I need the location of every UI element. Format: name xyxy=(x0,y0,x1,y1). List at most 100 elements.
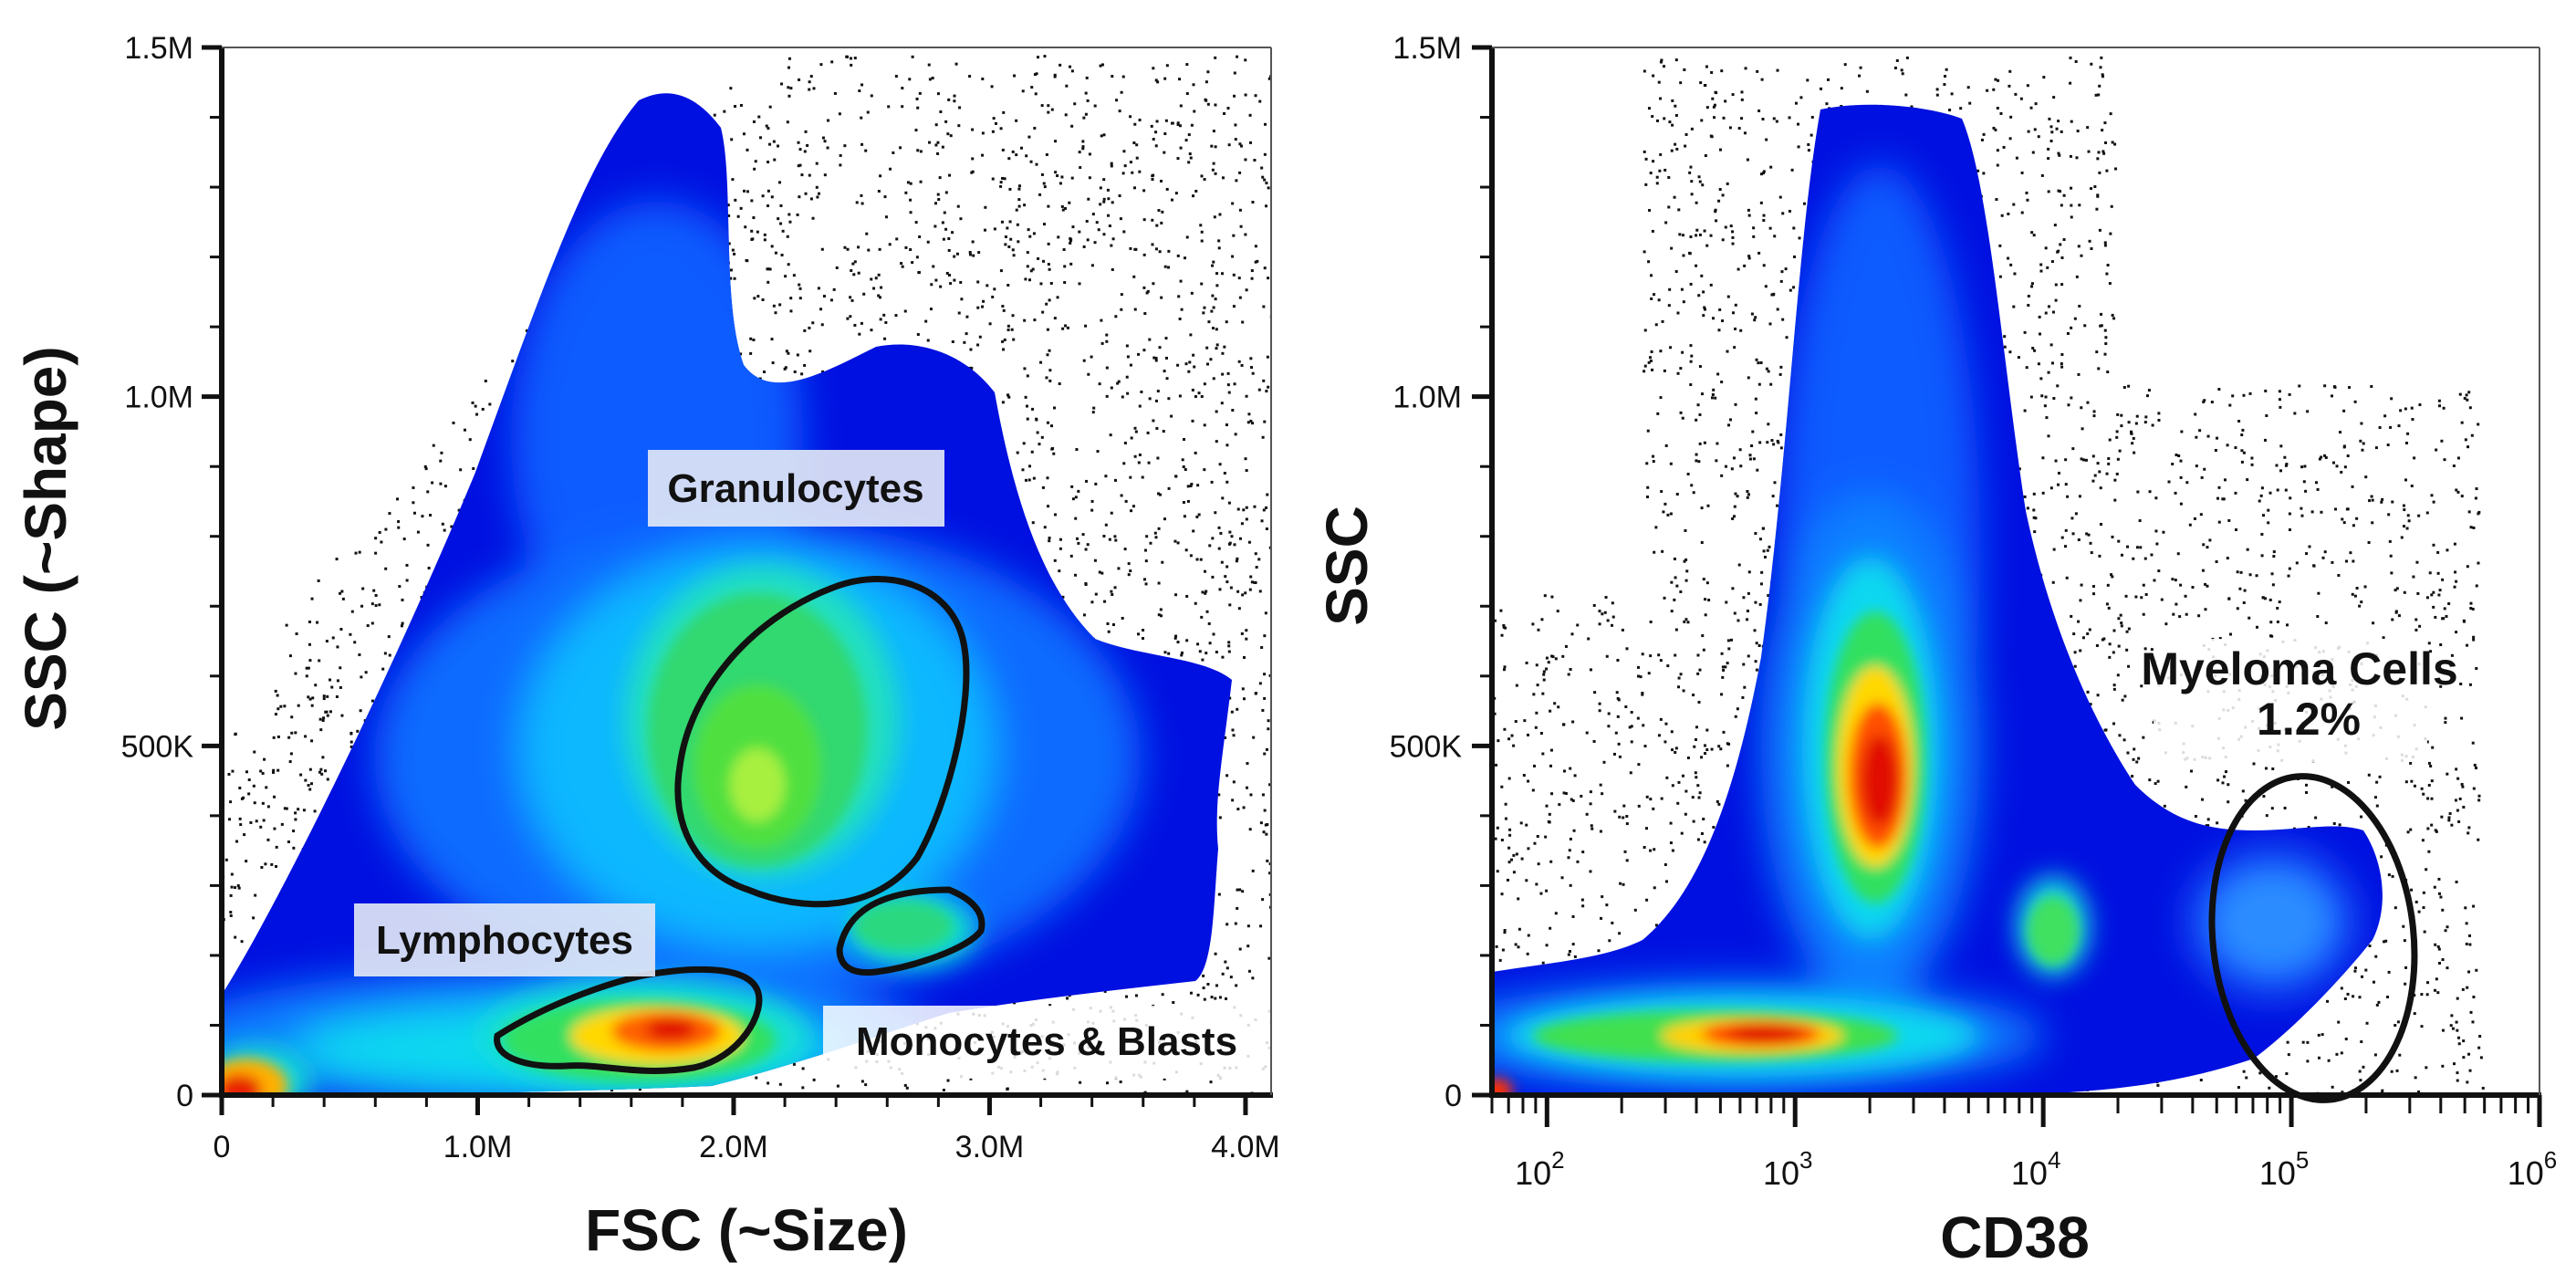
event-dot xyxy=(786,235,789,238)
event-dot xyxy=(2453,585,2456,589)
event-dot xyxy=(400,624,403,628)
event-dot xyxy=(234,733,237,736)
event-dot xyxy=(1048,1004,1052,1007)
event-dot xyxy=(1178,394,1182,398)
event-dot xyxy=(319,728,323,732)
event-dot xyxy=(1209,1080,1213,1084)
right-plot: Myeloma Cells 1.2% 102 103 104 105 1060500K1… xyxy=(1314,31,2557,1270)
event-dot xyxy=(2361,975,2364,978)
event-dot xyxy=(727,242,731,245)
event-dot xyxy=(1102,233,1106,236)
event-dot xyxy=(1232,273,1236,277)
event-dot xyxy=(753,167,756,171)
event-dot xyxy=(302,809,306,812)
event-dot xyxy=(2070,396,2073,400)
event-dot xyxy=(1106,1081,1110,1085)
event-dot xyxy=(928,141,932,144)
event-dot xyxy=(832,287,836,291)
event-dot xyxy=(2477,838,2480,841)
event-dot xyxy=(798,297,802,300)
event-dot xyxy=(2346,454,2350,458)
event-dot xyxy=(800,372,804,376)
event-dot xyxy=(1021,89,1025,93)
event-dot xyxy=(2380,855,2383,859)
event-dot xyxy=(926,339,930,342)
event-dot xyxy=(1176,641,1180,644)
event-dot xyxy=(949,134,953,138)
event-dot xyxy=(1630,725,1633,728)
event-dot xyxy=(1053,73,1057,77)
event-dot xyxy=(1558,803,1561,807)
event-dot xyxy=(229,800,233,804)
event-dot xyxy=(1215,284,1219,287)
event-dot xyxy=(1268,905,1271,909)
event-dot xyxy=(2007,212,2010,215)
event-dot xyxy=(915,97,919,100)
event-dot xyxy=(1017,240,1020,244)
event-dot xyxy=(1006,328,1010,331)
event-dot xyxy=(969,1077,973,1080)
event-dot xyxy=(771,361,775,365)
event-dot xyxy=(1779,279,1783,283)
event-dot xyxy=(787,94,791,98)
event-dot xyxy=(1517,927,1521,931)
event-dot xyxy=(1178,78,1182,81)
event-dot xyxy=(1654,526,1658,529)
event-dot xyxy=(383,652,387,655)
event-dot xyxy=(1236,507,1240,511)
event-dot xyxy=(1535,663,1538,667)
event-dot xyxy=(318,659,321,663)
event-dot xyxy=(787,351,790,355)
event-dot xyxy=(1154,247,1158,251)
event-dot xyxy=(1079,166,1082,170)
event-dot xyxy=(858,89,861,93)
event-dot xyxy=(808,350,812,353)
event-dot xyxy=(1078,282,1081,286)
event-dot xyxy=(1022,442,1026,445)
event-dot xyxy=(843,144,847,148)
event-dot xyxy=(308,642,311,646)
event-dot xyxy=(452,421,455,424)
event-dot xyxy=(904,191,908,194)
event-dot xyxy=(1229,976,1233,979)
event-dot xyxy=(1545,667,1549,671)
event-dot xyxy=(1140,390,1143,393)
event-dot xyxy=(901,87,904,90)
event-dot xyxy=(1724,225,1727,229)
event-dot xyxy=(1205,652,1208,655)
event-dot xyxy=(883,195,887,199)
event-dot xyxy=(2075,275,2079,278)
event-dot xyxy=(1027,228,1030,232)
event-dot xyxy=(981,78,985,81)
event-dot xyxy=(326,694,329,698)
event-dot xyxy=(1241,593,1245,597)
event-dot xyxy=(934,143,938,147)
event-dot xyxy=(1192,353,1195,357)
event-dot xyxy=(1035,72,1038,76)
event-dot xyxy=(822,295,826,298)
event-dot xyxy=(350,610,354,613)
event-dot xyxy=(1069,241,1072,245)
event-dot xyxy=(1098,570,1101,574)
event-dot xyxy=(1053,317,1057,320)
event-dot xyxy=(971,240,975,244)
event-dot xyxy=(1203,468,1206,472)
event-dot xyxy=(2287,1053,2290,1057)
event-dot xyxy=(1106,621,1110,625)
event-dot xyxy=(1234,138,1237,141)
event-dot xyxy=(1158,346,1162,350)
event-dot xyxy=(1038,193,1042,196)
event-dot xyxy=(1215,984,1219,987)
event-dot xyxy=(1111,593,1114,597)
event-dot xyxy=(266,805,270,809)
event-dot xyxy=(1059,538,1062,541)
event-dot xyxy=(1625,822,1629,826)
event-dot xyxy=(1228,541,1232,545)
event-dot xyxy=(926,240,930,244)
event-dot xyxy=(360,675,363,679)
event-dot xyxy=(900,262,903,266)
event-dot xyxy=(307,695,310,699)
event-dot xyxy=(287,736,291,739)
event-dot xyxy=(929,308,933,311)
event-dot xyxy=(1176,363,1180,367)
